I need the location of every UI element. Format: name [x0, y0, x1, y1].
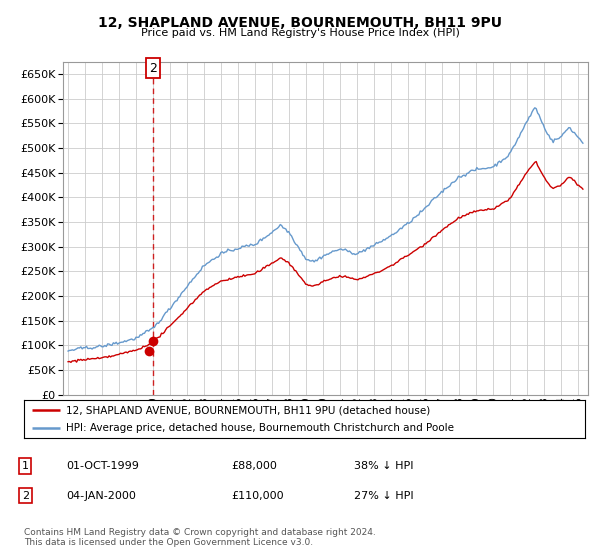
- Text: 12, SHAPLAND AVENUE, BOURNEMOUTH, BH11 9PU: 12, SHAPLAND AVENUE, BOURNEMOUTH, BH11 9…: [98, 16, 502, 30]
- Text: HPI: Average price, detached house, Bournemouth Christchurch and Poole: HPI: Average price, detached house, Bour…: [66, 423, 454, 433]
- Text: 2: 2: [149, 62, 157, 74]
- Text: 04-JAN-2000: 04-JAN-2000: [66, 491, 136, 501]
- Text: £110,000: £110,000: [231, 491, 284, 501]
- Text: 27% ↓ HPI: 27% ↓ HPI: [354, 491, 413, 501]
- Text: £88,000: £88,000: [231, 461, 277, 471]
- Text: 1: 1: [22, 461, 29, 471]
- Text: 01-OCT-1999: 01-OCT-1999: [66, 461, 139, 471]
- Text: Price paid vs. HM Land Registry's House Price Index (HPI): Price paid vs. HM Land Registry's House …: [140, 28, 460, 38]
- Text: 12, SHAPLAND AVENUE, BOURNEMOUTH, BH11 9PU (detached house): 12, SHAPLAND AVENUE, BOURNEMOUTH, BH11 9…: [66, 405, 430, 415]
- Text: Contains HM Land Registry data © Crown copyright and database right 2024.
This d: Contains HM Land Registry data © Crown c…: [24, 528, 376, 547]
- Text: 2: 2: [22, 491, 29, 501]
- Text: 38% ↓ HPI: 38% ↓ HPI: [354, 461, 413, 471]
